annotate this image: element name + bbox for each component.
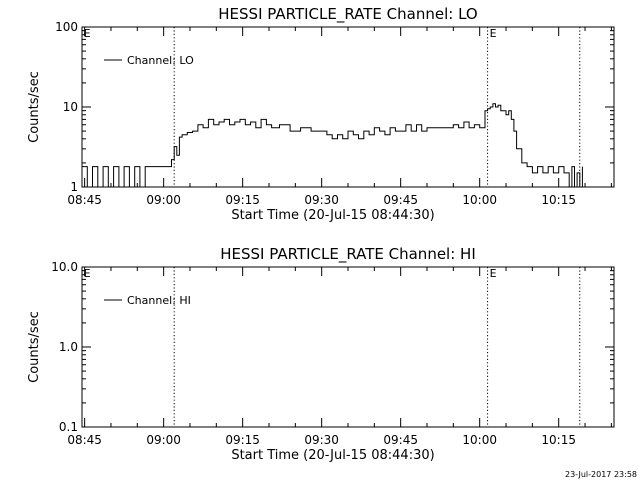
x-tick-label-hi: 09:15 bbox=[225, 433, 260, 447]
event-marker-label-hi-1: E bbox=[490, 267, 497, 280]
legend-label-lo: Channel: LO bbox=[127, 54, 194, 67]
x-tick-label-hi: 09:30 bbox=[304, 433, 339, 447]
eclipse-flag-hi-0: E bbox=[84, 267, 91, 280]
x-tick-label-lo: 10:15 bbox=[541, 193, 576, 207]
x-tick-label-hi: 09:45 bbox=[383, 433, 418, 447]
y-axis-label-lo: Counts/sec bbox=[27, 71, 42, 143]
x-tick-label-lo: 09:00 bbox=[146, 193, 181, 207]
panel-hi: HESSI PARTICLE_RATE Channel: HI 0.1 1.0 10.… bbox=[27, 245, 615, 463]
y-tick-label-hi: 1.0 bbox=[59, 340, 78, 354]
x-tick-label-lo: 08:45 bbox=[67, 193, 102, 207]
x-axis-label-lo: Start Time (20-Jul-15 08:44:30) bbox=[231, 208, 434, 223]
y-tick-label-lo: 10 bbox=[63, 100, 78, 114]
y-axis-label-hi: Counts/sec bbox=[27, 311, 42, 383]
plot-frame-hi bbox=[81, 266, 615, 428]
x-tick-label-hi: 09:00 bbox=[146, 433, 181, 447]
x-tick-label-lo: 09:45 bbox=[383, 193, 418, 207]
y-tick-label-lo: 100 bbox=[55, 20, 78, 34]
y-tick-label-hi: 10.0 bbox=[51, 260, 78, 274]
series-line-lo-0 bbox=[82, 103, 583, 188]
x-tick-label-lo: 09:30 bbox=[304, 193, 339, 207]
y-tick-label-lo: 1 bbox=[70, 180, 78, 194]
x-axis-label-hi: Start Time (20-Jul-15 08:44:30) bbox=[231, 448, 434, 463]
x-tick-label-hi: 10:15 bbox=[541, 433, 576, 447]
chart-title-hi: HESSI PARTICLE_RATE Channel: HI bbox=[220, 245, 476, 264]
y-tick-label-hi: 0.1 bbox=[59, 420, 78, 434]
event-marker-label-lo-1: E bbox=[490, 27, 497, 40]
footer-timestamp: 23-Jul-2017 23:58 bbox=[565, 470, 637, 479]
chart-title-lo: HESSI PARTICLE_RATE Channel: LO bbox=[218, 5, 477, 24]
x-tick-label-hi: 10:00 bbox=[462, 433, 497, 447]
panel-lo: HESSI PARTICLE_RATE Channel: LO 1 10 100 08:… bbox=[27, 5, 615, 223]
x-tick-label-hi: 08:45 bbox=[67, 433, 102, 447]
x-tick-label-lo: 09:15 bbox=[225, 193, 260, 207]
eclipse-flag-lo-0: E bbox=[84, 27, 91, 40]
x-tick-label-lo: 10:00 bbox=[462, 193, 497, 207]
plot-frame-lo bbox=[81, 26, 615, 188]
legend-label-hi: Channel: HI bbox=[127, 294, 191, 307]
